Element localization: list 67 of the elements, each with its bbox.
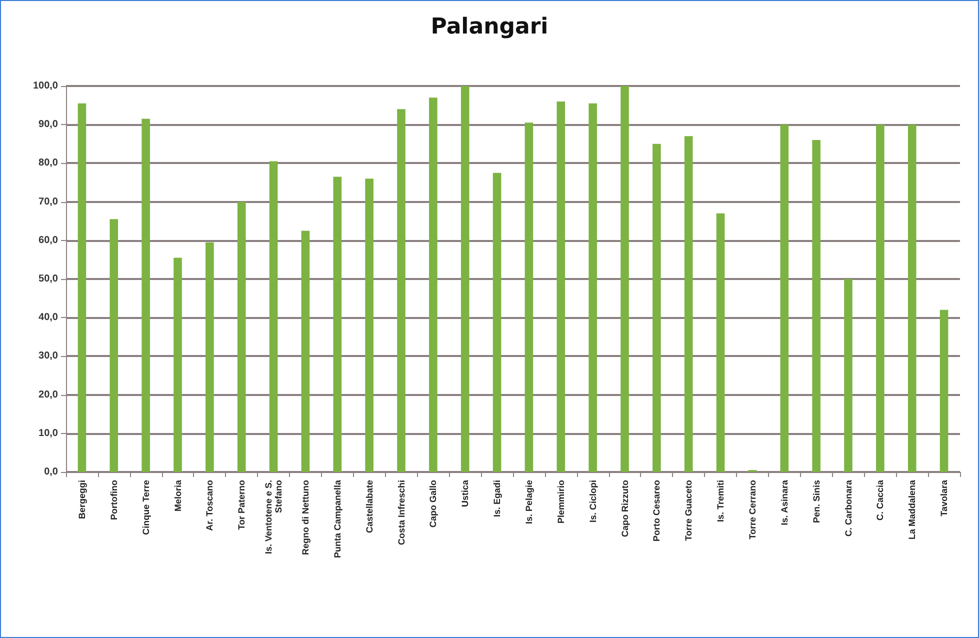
bar: [397, 109, 406, 472]
y-tick-label: 70,0: [38, 196, 58, 208]
y-tick-label: 20,0: [38, 389, 58, 400]
y-tick-label: 40,0: [38, 312, 58, 324]
bar: [652, 144, 661, 472]
bar: [876, 124, 884, 472]
bar: [620, 86, 629, 472]
x-tick-label: Tavolara: [939, 479, 950, 516]
bar: [301, 230, 310, 472]
bar: [492, 172, 502, 472]
bar: [269, 161, 278, 472]
x-tick-label: Torre Guaceto: [684, 480, 694, 541]
y-tick-label: 60,0: [38, 234, 58, 246]
x-tick-label: La Maddalena: [907, 479, 918, 540]
x-tick-label: Is. Ciclopi: [588, 480, 598, 523]
bar: [780, 124, 789, 472]
bar: [174, 258, 182, 472]
x-tick-label: Is. Tremiti: [716, 480, 726, 522]
x-tick-label: Castellabate: [364, 480, 374, 534]
bar: [684, 136, 693, 472]
bar: [556, 101, 566, 472]
bar: [812, 140, 820, 472]
x-tick-label: Costa Infreschi: [396, 480, 406, 546]
x-tick-label: Is. Ventotene e S. Stefano: [264, 480, 284, 554]
x-tick-label: Punta Campanella: [332, 479, 342, 558]
bar: [460, 86, 470, 472]
x-tick-label: Is. Pelagie: [524, 480, 534, 524]
y-tick-label: 30,0: [38, 350, 58, 362]
bar: [844, 279, 852, 472]
y-tick-label: 10,0: [38, 428, 58, 439]
x-tick-label: Is. Asinara: [779, 479, 790, 526]
x-tick-label: Torre Cerrano: [747, 480, 758, 540]
bar: [110, 219, 118, 472]
x-tick-label: C. Caccia: [875, 479, 886, 521]
x-tick-label: Capo Rizzuto: [620, 480, 630, 537]
x-tick-label: Portofino: [108, 480, 119, 520]
x-tick-label: Regno di Nettuno: [300, 480, 310, 555]
bar: [524, 122, 534, 472]
x-tick-label: Ar. Toscano: [204, 480, 215, 531]
x-tick-label: Capo Gallo: [428, 480, 438, 528]
chart-title: Palangari: [430, 14, 548, 40]
x-tick-label: Meloria: [172, 479, 183, 512]
x-tick-label: Tor Paterno: [236, 480, 247, 530]
bar: [716, 213, 725, 472]
y-tick-label: 0,0: [44, 466, 58, 478]
x-tick-label: Plemmirio: [556, 480, 566, 524]
bar: [237, 202, 246, 472]
x-tick-label: Ustica: [460, 479, 470, 508]
bar: [940, 310, 948, 472]
bar: [429, 98, 438, 472]
x-tick-label: Pen. Sinis: [811, 480, 822, 524]
bar: [365, 178, 374, 472]
x-tick-label: Is. Egadi: [492, 480, 502, 518]
y-tick-label: 90,0: [38, 119, 58, 130]
bar: [206, 242, 214, 472]
bar: [142, 118, 150, 472]
bar: [908, 124, 916, 472]
x-tick-label: Cinque Terre: [140, 480, 151, 535]
y-tick-label: 50,0: [38, 274, 58, 284]
y-tick-label: 80,0: [38, 158, 58, 169]
x-tick-label: Porto Cesareo: [652, 480, 662, 542]
bar: [78, 103, 86, 472]
bar: [588, 103, 597, 472]
y-tick-label: 100,0: [32, 80, 58, 92]
bar: [333, 176, 342, 472]
x-tick-label: C. Carbonara: [843, 479, 854, 537]
x-tick-label: Bergeggi: [76, 480, 87, 520]
